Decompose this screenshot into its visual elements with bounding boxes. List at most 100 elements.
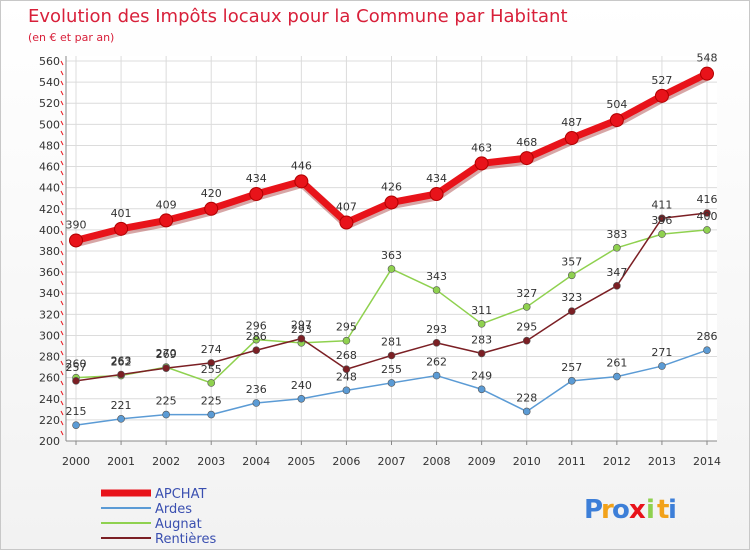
- data-point: [387, 351, 396, 360]
- data-point: [613, 372, 621, 381]
- data-point: [117, 370, 125, 379]
- data-label: 262: [426, 356, 447, 369]
- data-point: [294, 174, 309, 189]
- data-point: [207, 410, 216, 419]
- axis-accent: [60, 340, 64, 346]
- data-label: 504: [606, 98, 627, 111]
- data-label: 269: [156, 348, 177, 361]
- data-point: [658, 230, 666, 238]
- axis-accent: [60, 180, 64, 186]
- x-tick-label: 2000: [62, 455, 90, 468]
- axis-accent: [60, 130, 64, 136]
- logo-letter: x: [629, 495, 646, 525]
- data-point: [703, 226, 711, 234]
- data-point: [658, 362, 666, 370]
- axis-accent: [60, 320, 64, 326]
- axis-accent: [60, 140, 64, 146]
- data-point: [474, 156, 489, 171]
- axis-accent: [60, 280, 64, 286]
- axis-accent: [60, 80, 64, 86]
- axis-accent: [60, 260, 64, 266]
- axis-accent: [60, 300, 64, 306]
- x-tick-label: 2006: [332, 455, 360, 468]
- data-point: [162, 364, 170, 372]
- proxiti-logo: Pro x i ti: [584, 495, 677, 525]
- data-label: 236: [246, 383, 267, 396]
- data-label: 215: [66, 405, 87, 418]
- axis-accent: [60, 360, 64, 366]
- data-label: 363: [381, 249, 402, 262]
- y-tick-label: 540: [39, 76, 60, 89]
- y-tick-label: 280: [39, 351, 60, 364]
- data-label: 390: [66, 218, 87, 231]
- axis-accent: [60, 170, 64, 176]
- data-label: 383: [606, 228, 627, 241]
- axis-accent: [60, 410, 64, 416]
- data-label: 255: [201, 363, 222, 376]
- y-tick-label: 240: [39, 393, 60, 406]
- data-label: 293: [291, 323, 312, 336]
- axis-accent: [60, 230, 64, 236]
- data-label: 434: [246, 172, 267, 185]
- x-tick-label: 2001: [107, 455, 135, 468]
- data-point: [567, 377, 576, 385]
- data-point: [342, 336, 351, 345]
- x-tick-label: 2012: [603, 455, 631, 468]
- x-tick-label: 2009: [468, 455, 496, 468]
- y-tick-label: 220: [39, 414, 60, 427]
- data-label: 268: [336, 349, 357, 362]
- data-label: 407: [336, 201, 357, 214]
- axis-accent: [60, 370, 64, 376]
- data-label: 446: [291, 159, 312, 172]
- data-label: 286: [246, 330, 267, 343]
- chart-subtitle: (en € et par an): [28, 31, 114, 44]
- y-tick-label: 560: [39, 55, 60, 68]
- x-tick-label: 2002: [152, 455, 180, 468]
- y-tick-label: 260: [39, 372, 60, 385]
- y-tick-label: 500: [39, 118, 60, 131]
- axis-accent: [60, 430, 64, 436]
- data-point: [564, 131, 579, 146]
- data-label: 343: [426, 270, 447, 283]
- data-point: [477, 349, 486, 358]
- axis-accent: [60, 120, 64, 126]
- legend-entry-augnat: Augnat: [155, 517, 202, 532]
- data-label: 357: [561, 255, 582, 268]
- data-point: [384, 195, 399, 210]
- data-label: 225: [201, 395, 222, 408]
- data-point: [342, 365, 351, 374]
- legend-entry-ardes: Ardes: [155, 502, 192, 517]
- data-label: 261: [606, 357, 627, 370]
- data-label: 297: [291, 319, 312, 332]
- data-label: 527: [651, 74, 672, 87]
- axis-accent: [60, 330, 64, 336]
- axis-accent: [60, 160, 64, 166]
- axis-accent: [60, 400, 64, 406]
- x-tick-label: 2005: [287, 455, 315, 468]
- data-label: 416: [697, 193, 718, 206]
- data-point: [613, 282, 621, 290]
- logo-letter: o: [612, 495, 630, 525]
- data-point: [114, 221, 129, 236]
- y-tick-label: 440: [39, 182, 60, 195]
- data-label: 400: [697, 210, 718, 223]
- data-point: [252, 399, 261, 407]
- data-point: [522, 303, 531, 311]
- data-point: [162, 410, 170, 419]
- data-label: 263: [111, 355, 132, 368]
- data-point: [297, 394, 306, 403]
- data-point: [387, 265, 396, 273]
- data-label: 295: [516, 321, 537, 334]
- data-label: 225: [156, 395, 177, 408]
- data-point: [658, 214, 666, 223]
- logo-letter: i: [668, 495, 677, 525]
- data-point: [477, 320, 486, 328]
- x-tick-label: 2007: [378, 455, 406, 468]
- data-point: [567, 271, 576, 280]
- axis-accent: [60, 60, 64, 66]
- y-tick-label: 340: [39, 287, 60, 300]
- axis-accent: [60, 190, 64, 196]
- data-point: [432, 339, 441, 347]
